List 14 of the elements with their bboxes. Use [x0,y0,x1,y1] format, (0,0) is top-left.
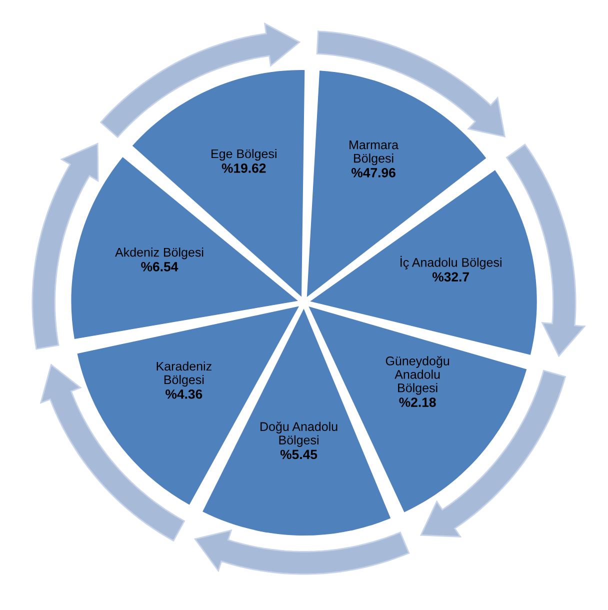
data-label: %5.45 [280,450,318,460]
data-label: %19.62 [222,163,266,173]
data-label: %6.54 [141,262,178,272]
category-label: Marmara Bölgesi [350,140,399,166]
data-label: %4.36 [166,389,202,399]
data-label: %32.7 [432,272,469,282]
category-label: Ege Bölgesi [212,148,276,161]
category-label: Güneydoğu Anadolu Bölgesi [386,356,450,395]
category-label: İç Anadolu Bölgesi [400,256,502,270]
data-label: %47.96 [351,168,396,178]
category-label: Karadeniz Bölgesi [156,361,212,387]
category-label: Doğu Anadolu Bölgesi [260,422,338,447]
category-label: Akdeniz Bölgesi [115,248,204,260]
data-label: %2.18 [399,398,436,407]
